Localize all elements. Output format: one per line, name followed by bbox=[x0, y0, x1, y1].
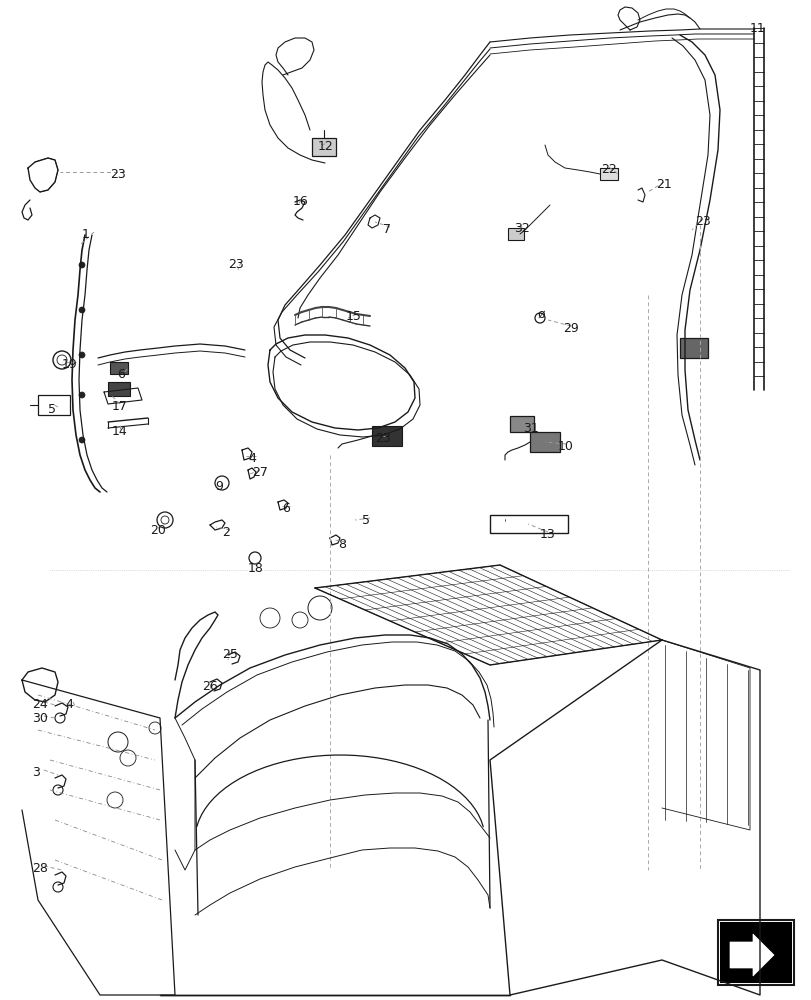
Text: 11: 11 bbox=[749, 22, 765, 35]
Text: 15: 15 bbox=[345, 310, 362, 323]
Text: 18: 18 bbox=[247, 562, 264, 575]
Text: 10: 10 bbox=[557, 440, 573, 453]
Text: 28: 28 bbox=[32, 862, 48, 875]
Text: 26: 26 bbox=[202, 680, 217, 693]
Bar bbox=[679, 338, 707, 358]
Text: 12: 12 bbox=[318, 140, 333, 153]
Bar bbox=[717, 920, 793, 985]
Text: 23: 23 bbox=[375, 432, 390, 445]
Text: 31: 31 bbox=[522, 422, 538, 435]
Bar bbox=[530, 432, 560, 452]
Text: 23: 23 bbox=[694, 215, 710, 228]
Text: 24: 24 bbox=[32, 698, 48, 711]
Text: 6: 6 bbox=[117, 368, 125, 381]
Text: 17: 17 bbox=[112, 400, 127, 413]
Bar bbox=[109, 362, 128, 374]
Text: 32: 32 bbox=[513, 222, 529, 235]
Circle shape bbox=[79, 352, 85, 358]
Text: 1: 1 bbox=[82, 228, 90, 241]
Polygon shape bbox=[729, 934, 773, 976]
Text: 22: 22 bbox=[600, 163, 616, 176]
Text: 2: 2 bbox=[221, 526, 230, 539]
Text: 6: 6 bbox=[281, 502, 290, 515]
Circle shape bbox=[79, 392, 85, 398]
Text: 3: 3 bbox=[32, 766, 40, 779]
Text: 16: 16 bbox=[293, 195, 308, 208]
Text: 4: 4 bbox=[65, 698, 73, 711]
Bar bbox=[108, 382, 130, 396]
Text: 7: 7 bbox=[383, 223, 391, 236]
Text: ø: ø bbox=[538, 308, 545, 321]
Text: 27: 27 bbox=[251, 466, 268, 479]
Text: 5: 5 bbox=[362, 514, 370, 527]
Bar bbox=[599, 168, 617, 180]
Circle shape bbox=[79, 262, 85, 268]
Bar bbox=[489, 515, 568, 533]
Text: 21: 21 bbox=[655, 178, 671, 191]
Circle shape bbox=[79, 437, 85, 443]
Text: 8: 8 bbox=[337, 538, 345, 551]
Bar bbox=[719, 922, 791, 983]
Text: 13: 13 bbox=[539, 528, 555, 541]
Text: 25: 25 bbox=[221, 648, 238, 661]
Text: 23: 23 bbox=[228, 258, 243, 271]
Text: 4: 4 bbox=[247, 452, 255, 465]
Text: 5: 5 bbox=[48, 403, 56, 416]
Text: 14: 14 bbox=[112, 425, 127, 438]
Text: 29: 29 bbox=[562, 322, 578, 335]
Text: 23: 23 bbox=[109, 168, 126, 181]
Text: 30: 30 bbox=[32, 712, 48, 725]
Bar bbox=[371, 426, 401, 446]
Bar bbox=[311, 138, 336, 156]
Text: 9: 9 bbox=[215, 480, 222, 493]
Text: 20: 20 bbox=[150, 524, 165, 537]
Bar bbox=[38, 395, 70, 415]
Circle shape bbox=[79, 307, 85, 313]
Bar bbox=[509, 416, 534, 432]
Bar bbox=[508, 228, 523, 240]
Text: 19: 19 bbox=[62, 358, 78, 371]
